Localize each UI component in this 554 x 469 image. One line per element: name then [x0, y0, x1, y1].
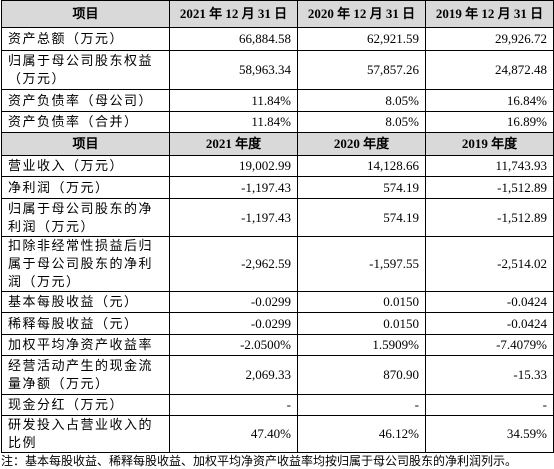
value-cell: 11,743.93 [425, 155, 554, 177]
label-cell: 归属于母公司股东权益（万元） [1, 50, 170, 90]
value-cell: -1,597.55 [297, 236, 426, 292]
value-cell: - [169, 394, 298, 416]
data-row: 经营活动产生的现金流量净额（万元） 2,069.33 870.90 -15.33 [1, 355, 554, 395]
value-cell: 34.59% [425, 415, 554, 453]
value-cell: - [425, 394, 554, 416]
data-row: 资产负债率（合并） 11.84% 8.05% 16.89% [1, 111, 554, 133]
label-cell: 净利润（万元） [1, 176, 170, 199]
label-cell: 稀释每股收益（元） [1, 312, 170, 335]
value-cell: -7.4079% [425, 334, 554, 356]
value-cell: 0.0150 [297, 291, 426, 313]
value-cell: 574.19 [297, 198, 426, 237]
value-cell: -1,512.89 [425, 198, 554, 237]
value-cell: 574.19 [297, 176, 426, 199]
data-row: 净利润（万元） -1,197.43 574.19 -1,512.89 [1, 176, 554, 199]
data-row: 资产总额（万元） 66,884.58 62,921.59 29,926.72 [1, 27, 554, 51]
value-cell: 66,884.58 [169, 27, 298, 51]
label-cell: 资产负债率（合并） [1, 111, 170, 133]
header-cell: 2020 年 12 月 31 日 [297, 0, 426, 28]
data-row: 基本每股收益（元） -0.0299 0.0150 -0.0424 [1, 291, 554, 313]
label-cell: 营业收入（万元） [1, 155, 170, 177]
value-cell: 11.84% [169, 111, 298, 133]
value-cell: 16.89% [425, 111, 554, 133]
value-cell: - [297, 394, 426, 416]
value-cell: 24,872.48 [425, 50, 554, 90]
value-cell: 2,069.33 [169, 355, 298, 395]
header-cell: 项目 [1, 0, 170, 28]
header-row: 项目 2021 年度 2020 年度 2019 年度 [1, 132, 554, 156]
value-cell: -2,962.59 [169, 236, 298, 292]
value-cell: 57,857.26 [297, 50, 426, 90]
data-row: 研发投入占营业收入的比例 47.40% 46.12% 34.59% [1, 415, 554, 453]
value-cell: 0.0150 [297, 312, 426, 335]
value-cell: 14,128.66 [297, 155, 426, 177]
header-cell: 2021 年 12 月 31 日 [169, 0, 298, 28]
header-cell: 2019 年度 [425, 132, 554, 156]
value-cell: -2,514.02 [425, 236, 554, 292]
value-cell: 58,963.34 [169, 50, 298, 90]
data-row: 扣除非经常性损益后归属于母公司股东的净利润（万元） -2,962.59 -1,597… [1, 236, 554, 292]
value-cell: 62,921.59 [297, 27, 426, 51]
value-cell: 8.05% [297, 89, 426, 112]
label-cell: 资产负债率（母公司） [1, 89, 170, 112]
value-cell: -0.0424 [425, 291, 554, 313]
data-row: 营业收入（万元） 19,002.99 14,128.66 11,743.93 [1, 155, 554, 177]
value-cell: -1,197.43 [169, 176, 298, 199]
value-cell: 870.90 [297, 355, 426, 395]
financial-table: 项目 2021 年 12 月 31 日 2020 年 12 月 31 日 2019 年… [1, 0, 554, 453]
value-cell: -0.0299 [169, 291, 298, 313]
data-row: 资产负债率（母公司） 11.84% 8.05% 16.84% [1, 89, 554, 112]
label-cell: 扣除非经常性损益后归属于母公司股东的净利润（万元） [1, 236, 170, 292]
value-cell: 47.40% [169, 415, 298, 453]
value-cell: 11.84% [169, 89, 298, 112]
header-cell: 2019 年 12 月 31 日 [425, 0, 554, 28]
header-cell: 项目 [1, 132, 170, 156]
label-cell: 加权平均净资产收益率 [1, 334, 170, 356]
header-cell: 2020 年度 [297, 132, 426, 156]
value-cell: 46.12% [297, 415, 426, 453]
label-cell: 现金分红（万元） [1, 394, 170, 416]
data-row: 稀释每股收益（元） -0.0299 0.0150 -0.0424 [1, 312, 554, 335]
data-row: 归属于母公司股东权益（万元） 58,963.34 57,857.26 24,872.4… [1, 50, 554, 90]
label-cell: 经营活动产生的现金流量净额（万元） [1, 355, 170, 395]
value-cell: 29,926.72 [425, 27, 554, 51]
value-cell: 1.5909% [297, 334, 426, 356]
value-cell: -1,197.43 [169, 198, 298, 237]
data-row: 加权平均净资产收益率 -2.0500% 1.5909% -7.4079% [1, 334, 554, 356]
value-cell: -0.0299 [169, 312, 298, 335]
label-cell: 基本每股收益（元） [1, 291, 170, 313]
data-row: 归属于母公司股东的净利润（万元） -1,197.43 574.19 -1,512.89 [1, 198, 554, 237]
value-cell: -2.0500% [169, 334, 298, 356]
value-cell: 19,002.99 [169, 155, 298, 177]
value-cell: -1,512.89 [425, 176, 554, 199]
value-cell: 16.84% [425, 89, 554, 112]
header-cell: 2021 年度 [169, 132, 298, 156]
value-cell: -15.33 [425, 355, 554, 395]
label-cell: 归属于母公司股东的净利润（万元） [1, 198, 170, 237]
label-cell: 研发投入占营业收入的比例 [1, 415, 170, 453]
value-cell: 8.05% [297, 111, 426, 133]
label-cell: 资产总额（万元） [1, 27, 170, 51]
header-row: 项目 2021 年 12 月 31 日 2020 年 12 月 31 日 2019 年… [1, 0, 554, 28]
data-row: 现金分红（万元） - - - [1, 394, 554, 416]
note: 注：基本每股收益、稀释每股收益、加权平均净资产收益率均按归属于母公司股东的净利润… [1, 454, 518, 468]
value-cell: -0.0424 [425, 312, 554, 335]
